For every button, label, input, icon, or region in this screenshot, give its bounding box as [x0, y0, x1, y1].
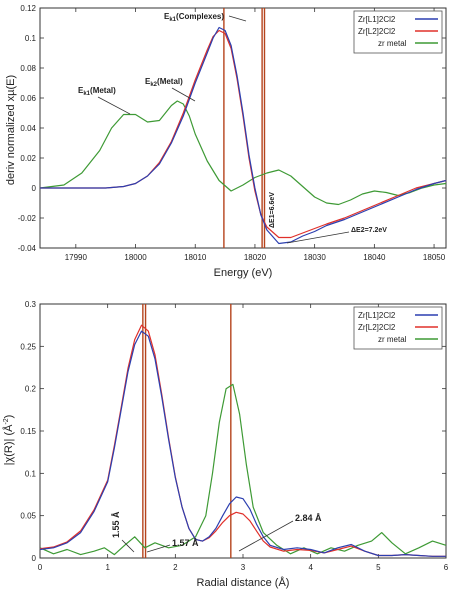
top-x-tick-label: 17990 [65, 253, 88, 262]
bottom-x-tick-label: 5 [376, 563, 381, 572]
annotation-delta-e1: ΔE1=6.6eV [269, 192, 276, 228]
bottom-series-lines [39, 324, 447, 557]
bottom-y-tick-label: 0.25 [20, 342, 36, 351]
top-x-tick-label: 18050 [423, 253, 446, 262]
top-legend: Zr[L1]2Cl2 Zr[L2]2Cl2 zr metal [353, 10, 443, 54]
bottom-y-tick-label: 0.15 [20, 427, 36, 436]
annotation-delta-e2: ΔE2=7.2eV [351, 227, 387, 234]
annotation-ek2-metal: Ek2(Metal) [145, 77, 183, 88]
bottom-x-tick-label: 0 [38, 563, 43, 572]
annotation-284: 2.84 Å [295, 513, 322, 523]
bottom-x-tick-label: 3 [241, 563, 246, 572]
top-y-tick-label: 0.08 [20, 64, 36, 73]
bottom-series-line-zr-metal [39, 383, 447, 556]
bottom-y-axis-label: |χ(R)| (Å-2) [2, 415, 15, 466]
annotation-157: 1.57 Å [172, 538, 199, 548]
bottom-y-tick-label: 0.1 [25, 469, 37, 478]
bottom-x-tick-label: 6 [444, 563, 449, 572]
annotation-ek1-complexes: Ek1(Complexes) [164, 12, 224, 23]
bottom-x-tick-label: 2 [173, 563, 178, 572]
top-series-lines [39, 26, 447, 245]
top-y-axis-label: deriv normalized xµ(E) [5, 75, 17, 185]
annotation-155: 1.55 Å [111, 511, 121, 538]
bottom-ticks: 0 1 2 3 4 5 6 0 0.05 0.1 0.15 0.2 0.25 0.3 [20, 300, 448, 572]
top-legend-label-3: zr metal [378, 39, 407, 48]
bottom-y-tick-label: 0.3 [25, 300, 37, 309]
top-y-tick-label: 0.02 [20, 154, 36, 163]
bottom-y-tick-label: 0 [32, 554, 37, 563]
bottom-y-tick-label: 0.2 [25, 385, 37, 394]
top-x-tick-label: 18040 [363, 253, 386, 262]
top-legend-label-1: Zr[L1]2Cl2 [358, 15, 396, 24]
bottom-legend-label-1: Zr[L1]2Cl2 [358, 311, 396, 320]
top-ticks: 17990 18000 18010 18020 18030 18040 18050 -0.04… [18, 4, 446, 262]
top-chart: 17990 18000 18010 18020 18030 18040 18050 -0.04… [5, 4, 447, 279]
bottom-y-tick-label: 0.05 [20, 512, 36, 521]
top-series-line-zr-l1-2cl2 [40, 26, 447, 245]
top-series-line-zr-metal [39, 100, 447, 206]
top-y-tick-label: 0 [32, 184, 37, 193]
bottom-x-axis-label: Radial distance (Å) [197, 576, 290, 589]
bottom-legend: Zr[L1]2Cl2 Zr[L2]2Cl2 zr metal [353, 306, 443, 350]
top-y-tick-label: 0.04 [20, 124, 36, 133]
top-x-tick-label: 18030 [304, 253, 327, 262]
top-legend-label-2: Zr[L2]2Cl2 [358, 27, 396, 36]
top-y-tick-label: 0.1 [25, 34, 37, 43]
top-x-tick-label: 18000 [124, 253, 147, 262]
bottom-legend-label-2: Zr[L2]2Cl2 [358, 323, 396, 332]
bottom-series-line-zr-l1-2cl2 [39, 330, 446, 557]
bottom-legend-label-3: zr metal [378, 335, 407, 344]
top-x-axis-label: Energy (eV) [214, 267, 273, 279]
top-annotations: Ek1(Complexes) Ek1(Metal) Ek2(Metal) ΔE1… [78, 12, 387, 244]
top-x-tick-label: 18010 [184, 253, 207, 262]
annotation-ek1-metal: Ek1(Metal) [78, 86, 116, 97]
top-vertical-markers [223, 8, 266, 248]
bottom-chart: 0 1 2 3 4 5 6 0 0.05 0.1 0.15 0.2 0.25 0.3 Zr[L1]2Cl2… [2, 300, 449, 589]
top-y-tick-label: -0.04 [18, 244, 37, 253]
bottom-x-tick-label: 4 [308, 563, 313, 572]
bottom-x-tick-label: 1 [105, 563, 110, 572]
top-y-tick-label: 0.06 [20, 94, 36, 103]
top-y-tick-label: -0.02 [18, 214, 37, 223]
top-x-tick-label: 18020 [244, 253, 267, 262]
bottom-annotations: 1.55 Å 1.57 Å 2.84 Å [111, 511, 322, 553]
top-y-tick-label: 0.12 [20, 4, 36, 13]
